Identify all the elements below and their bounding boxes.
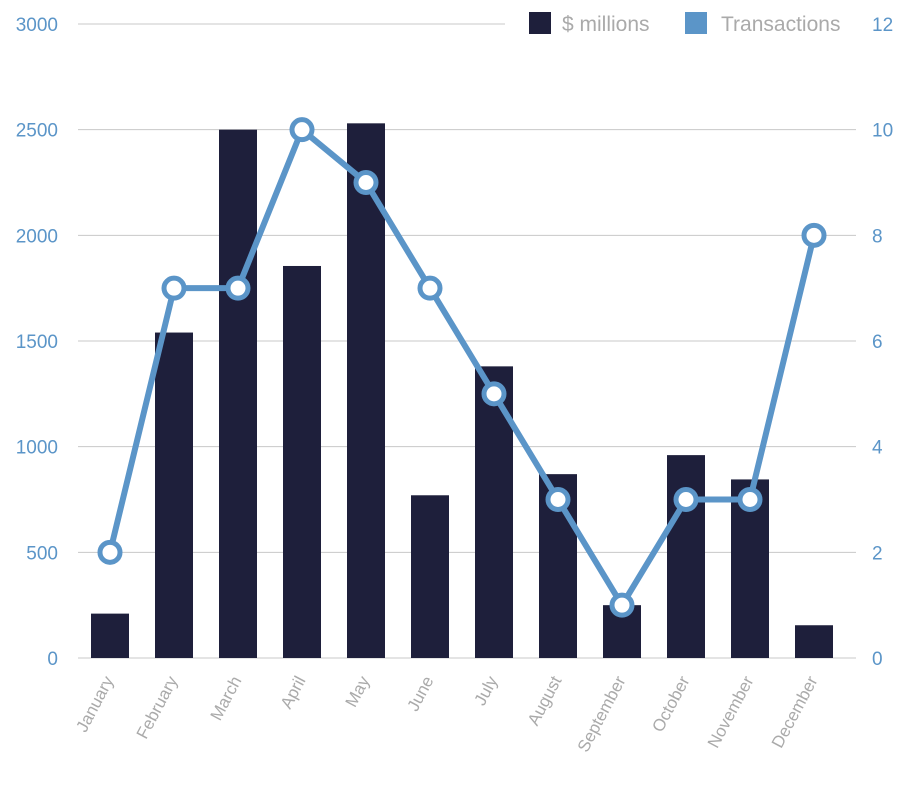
right-axis: 0 2 4 6 8 10 12 <box>872 15 893 670</box>
line-point <box>737 487 763 512</box>
transactions-line <box>107 126 817 609</box>
line-point <box>97 539 123 565</box>
left-tick-label: 1500 <box>16 332 58 353</box>
right-tick-label: 4 <box>872 438 883 459</box>
line-point <box>417 275 443 301</box>
bar <box>219 129 257 658</box>
bars-layer <box>91 123 833 659</box>
line-point <box>225 275 251 301</box>
x-tick-label: November <box>704 673 758 751</box>
left-tick-label: 0 <box>47 649 58 670</box>
x-tick-label: July <box>471 673 502 709</box>
x-tick-label: June <box>403 673 437 714</box>
x-axis: January February March April May June July Augu… <box>72 673 821 756</box>
left-tick-label: 2000 <box>16 226 58 247</box>
line-point <box>545 487 571 512</box>
legend-swatch-transactions <box>685 12 707 34</box>
x-tick-label: March <box>207 673 246 724</box>
legend-label-transactions: Transactions <box>721 13 840 36</box>
line-point <box>673 487 699 512</box>
x-tick-label: December <box>768 673 822 751</box>
left-axis: 0 500 1000 1500 2000 2500 3000 <box>16 15 58 670</box>
line-point <box>353 170 379 195</box>
legend-swatch-millions <box>529 12 551 34</box>
line-point <box>161 275 187 301</box>
right-tick-label: 12 <box>872 15 893 36</box>
grid-layer <box>78 23 856 659</box>
bar <box>155 332 193 658</box>
right-tick-label: 2 <box>872 543 883 564</box>
x-tick-label: April <box>277 673 310 712</box>
left-tick-label: 500 <box>26 543 58 564</box>
line-point <box>481 381 507 407</box>
bar <box>795 625 833 658</box>
bar <box>91 613 129 658</box>
x-tick-label: February <box>133 673 182 742</box>
x-tick-label: May <box>342 673 374 711</box>
right-tick-label: 8 <box>872 226 883 247</box>
bar <box>411 495 449 658</box>
x-tick-label: January <box>72 673 117 736</box>
line-point <box>609 592 635 618</box>
legend: $ millions Transactions <box>529 12 840 36</box>
x-tick-label: September <box>574 673 630 756</box>
left-tick-label: 3000 <box>16 15 58 36</box>
left-tick-label: 2500 <box>16 121 58 142</box>
bar <box>667 455 705 658</box>
line-point <box>289 117 315 143</box>
right-tick-label: 6 <box>872 332 883 353</box>
bar <box>347 123 385 659</box>
x-tick-label: August <box>524 673 566 729</box>
left-tick-label: 1000 <box>16 438 58 459</box>
line-point <box>801 222 827 248</box>
line-layer <box>97 117 827 618</box>
bar <box>283 265 321 658</box>
x-tick-label: October <box>648 673 693 736</box>
legend-label-millions: $ millions <box>562 13 650 36</box>
right-tick-label: 0 <box>872 649 883 670</box>
right-tick-label: 10 <box>872 121 893 142</box>
